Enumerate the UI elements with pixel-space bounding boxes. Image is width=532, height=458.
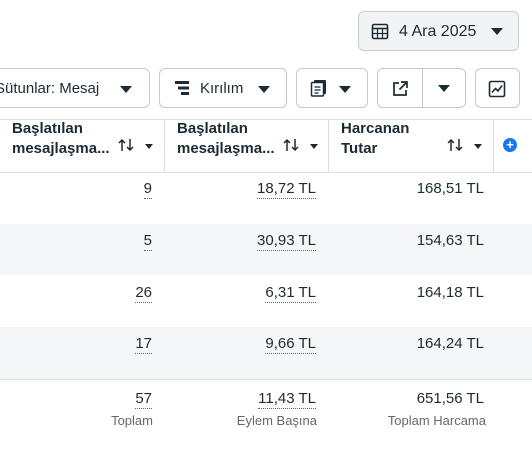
cost-per-cell[interactable]: 9,66 TL: [265, 335, 316, 354]
chevron-down-icon: [120, 86, 132, 93]
column-divider: [328, 119, 329, 172]
spent-cell: 164,18 TL: [416, 284, 484, 301]
export-icon[interactable]: [391, 80, 409, 102]
started-cell[interactable]: 5: [143, 232, 152, 251]
cost-per-cell[interactable]: 30,93 TL: [257, 232, 316, 251]
per-action-label: Eylem Başına: [236, 413, 317, 428]
chevron-down-icon[interactable]: [145, 144, 153, 149]
spent-cell: 164,24 TL: [416, 335, 484, 352]
chart-icon: [488, 80, 506, 102]
button-divider: [422, 69, 423, 107]
breakdown-button[interactable]: Kırılım: [159, 68, 287, 108]
columns-label: Sütunlar: Mesaj: [0, 80, 100, 97]
chevron-down-icon[interactable]: [310, 144, 318, 149]
date-label: 4 Ara 2025: [399, 23, 477, 40]
chevron-down-icon: [491, 28, 503, 35]
columns-button[interactable]: Sütunlar: Mesaj: [0, 68, 150, 108]
sort-icon[interactable]: [283, 138, 299, 157]
reports-icon: [310, 79, 328, 101]
chart-button[interactable]: [475, 68, 520, 108]
column-divider: [164, 119, 165, 172]
total-cost-per-cell[interactable]: 11,43 TL: [258, 390, 316, 409]
table-top-border: [0, 119, 532, 120]
chevron-down-icon: [258, 86, 270, 93]
spent-cell: 168,51 TL: [416, 180, 484, 197]
calendar-icon: [371, 22, 389, 44]
total-spent-cell: 651,56 TL: [416, 390, 484, 407]
chevron-down-icon: [438, 85, 450, 92]
table-row-band: [0, 224, 532, 275]
started-cell[interactable]: 26: [135, 284, 152, 303]
spent-cell: 154,63 TL: [416, 232, 484, 249]
column-header-started-messaging[interactable]: Başlatılan mesajlaşma...: [12, 120, 110, 157]
started-cell[interactable]: 17: [135, 335, 152, 354]
column-header-amount-spent[interactable]: Harcanan Tutar: [341, 120, 410, 157]
column-header-cost-per-messaging[interactable]: Başlatılan mesajlaşma...: [177, 120, 275, 157]
breakdown-icon: [174, 80, 190, 100]
total-spent-label: Toplam Harcama: [387, 413, 486, 428]
cost-per-cell[interactable]: 18,72 TL: [257, 180, 316, 199]
export-button-group: [377, 68, 466, 108]
total-label: Toplam: [111, 413, 153, 428]
chevron-down-icon[interactable]: [474, 144, 482, 149]
header-bottom-border: [0, 172, 532, 173]
add-column-icon[interactable]: +: [503, 138, 517, 152]
chevron-down-icon: [339, 86, 351, 93]
date-picker-button[interactable]: 4 Ara 2025: [358, 11, 519, 51]
reports-button[interactable]: [296, 68, 368, 108]
cost-per-cell[interactable]: 6,31 TL: [265, 284, 316, 303]
sort-icon[interactable]: [118, 138, 134, 157]
export-options-button[interactable]: [423, 69, 466, 107]
breakdown-label: Kırılım: [200, 80, 244, 97]
total-started-cell[interactable]: 57: [135, 390, 152, 409]
started-cell[interactable]: 9: [143, 180, 152, 199]
column-divider: [493, 119, 494, 172]
totals-top-border: [0, 379, 532, 380]
sort-icon[interactable]: [447, 138, 463, 157]
